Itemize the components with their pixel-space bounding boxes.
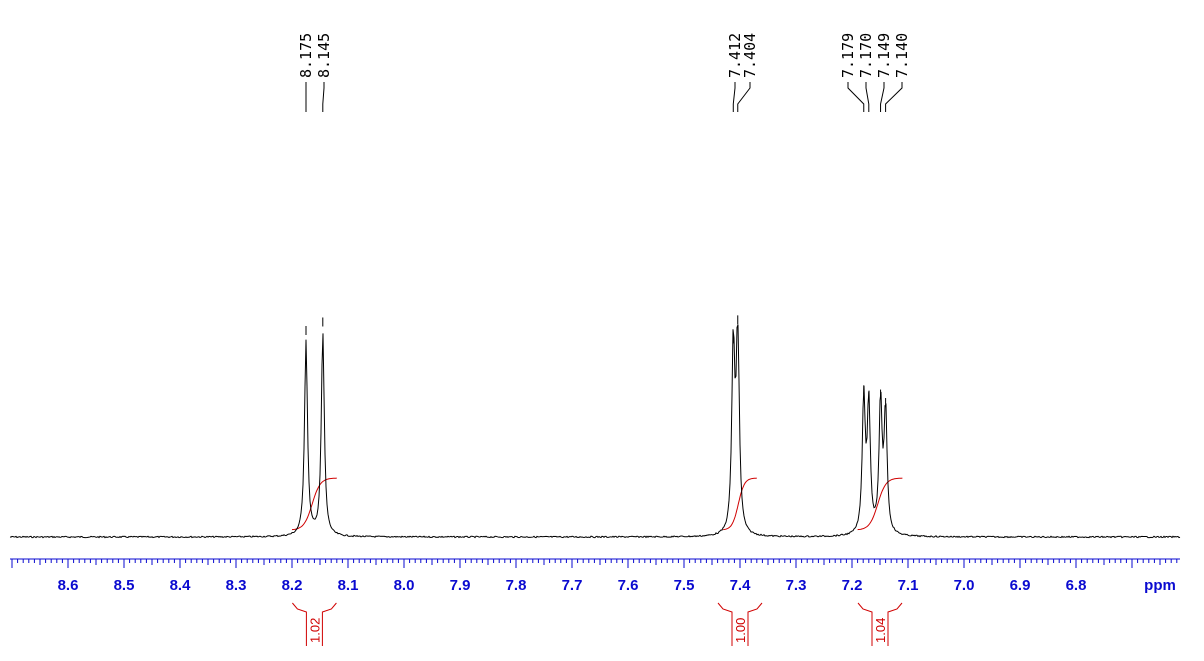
integral-bracket-left bbox=[717, 602, 733, 646]
x-axis-tick-label: 6.9 bbox=[1010, 577, 1031, 594]
peak-pick-connector bbox=[880, 82, 885, 112]
peak-pick-label: 7.140 bbox=[893, 33, 911, 78]
integral-value-label: 1.02 bbox=[307, 618, 322, 643]
x-axis-tick-label: 8.2 bbox=[282, 577, 303, 594]
peak-pick-connector bbox=[865, 82, 870, 112]
x-axis-tick-label: 7.7 bbox=[562, 577, 583, 594]
integral-bracket-left bbox=[292, 602, 307, 646]
x-axis-tick-label: 7.3 bbox=[786, 577, 807, 594]
x-axis-tick-label: 8.0 bbox=[394, 577, 415, 594]
integral-bracket-right bbox=[321, 602, 337, 646]
peak-pick-connector bbox=[322, 82, 325, 112]
x-axis-tick-label: 6.8 bbox=[1066, 577, 1087, 594]
peak-pick-connector bbox=[732, 82, 736, 112]
peak-pick-label: 7.404 bbox=[741, 33, 759, 78]
x-axis: 8.6 8.5 8.4 8.3 8.2 8.1 8.0 7.9 7.8 7.7 7.6 7.5 7.4 7… bbox=[10, 558, 1180, 594]
integral-bracket-right bbox=[747, 602, 763, 646]
peak-pick-connector bbox=[885, 82, 903, 112]
peak-pick-connector bbox=[737, 82, 751, 112]
integral-bracket-left bbox=[857, 602, 873, 646]
x-axis-tick-label: 8.1 bbox=[338, 577, 359, 594]
integral-regions: 1.02 1.00 1.04 bbox=[291, 477, 903, 646]
x-axis-tick-label: 7.6 bbox=[618, 577, 639, 594]
integral-value-label: 1.00 bbox=[733, 618, 748, 643]
integral-curve bbox=[723, 477, 757, 531]
x-axis-tick-label: 7.8 bbox=[506, 577, 527, 594]
integral-bracket-right bbox=[887, 602, 903, 646]
integral-value-label: 1.04 bbox=[873, 618, 888, 643]
peak-pick-label: 7.179 bbox=[839, 33, 857, 78]
integral-curve bbox=[291, 477, 337, 531]
integral-curve bbox=[857, 477, 903, 531]
x-axis-unit-label: ppm bbox=[1144, 577, 1176, 594]
x-axis-tick-label: 7.0 bbox=[954, 577, 975, 594]
x-axis-tick-label: 7.5 bbox=[674, 577, 695, 594]
x-axis-tick-label: 7.2 bbox=[842, 577, 863, 594]
x-axis-tick-label: 8.5 bbox=[114, 577, 135, 594]
peak-pick-label: 7.170 bbox=[857, 33, 875, 78]
x-axis-tick-label: 8.3 bbox=[226, 577, 247, 594]
peak-pick-label: 8.175 bbox=[297, 33, 315, 78]
spectrum-trace bbox=[9, 324, 1181, 539]
x-axis-tick-label: 8.4 bbox=[170, 577, 192, 594]
x-axis-tick-label: 7.1 bbox=[898, 577, 919, 594]
peak-pick-label: 7.149 bbox=[875, 33, 893, 78]
peak-pick-label: 7.412 bbox=[726, 33, 744, 78]
x-axis-tick-label: 8.6 bbox=[58, 577, 79, 594]
x-axis-tick-label: 7.9 bbox=[450, 577, 471, 594]
x-axis-tick-label: 7.4 bbox=[730, 577, 752, 594]
peak-pick-label: 8.145 bbox=[315, 33, 333, 78]
peak-pick-connector bbox=[847, 82, 865, 112]
